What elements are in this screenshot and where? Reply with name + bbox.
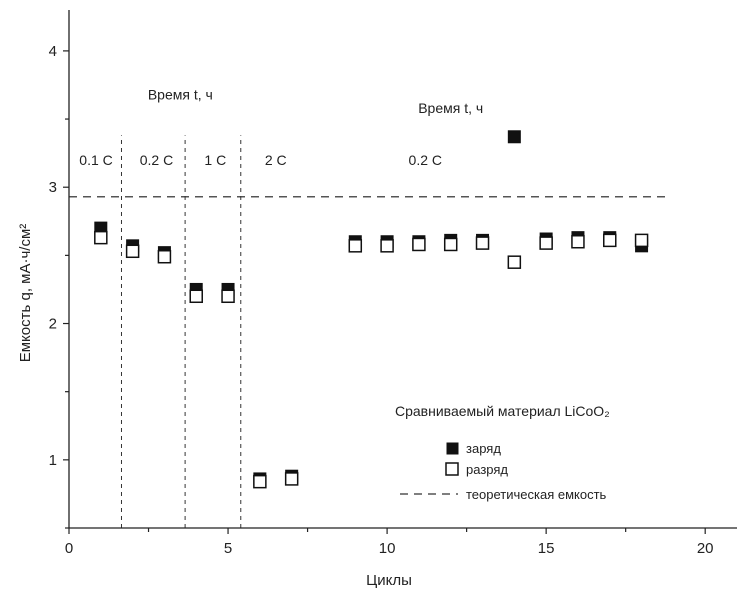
discharge-point: [571, 234, 585, 249]
y-tick-label: 3: [49, 179, 57, 196]
data-points: [94, 130, 649, 489]
legend-title: Сравниваемый материал LiCoO₂: [395, 403, 610, 419]
rate-label: 1 С: [204, 152, 226, 168]
legend-charge-marker: [446, 442, 459, 455]
discharge-point: [603, 233, 617, 248]
rate-dividers: [120, 135, 242, 528]
y-tick-label: 2: [49, 316, 57, 333]
charge-point: [507, 130, 521, 144]
x-axis-title: Циклы: [366, 572, 412, 589]
rate-label: 2 С: [265, 152, 287, 168]
discharge-point: [539, 236, 553, 250]
discharge-point: [443, 237, 458, 252]
rate-label: 0.1 С: [79, 152, 112, 168]
rate-label: 0.2 С: [140, 152, 173, 168]
legend-label-theoretical: теоретическая емкость: [466, 487, 607, 502]
discharge-point: [125, 244, 140, 259]
y-axis-title: Емкость q, мА·ч/см²: [17, 224, 34, 363]
discharge-point: [634, 233, 649, 248]
discharge-point: [380, 239, 394, 253]
y-tick-label: 4: [49, 43, 57, 60]
discharge-point: [284, 472, 299, 486]
legend-label-discharge: разряд: [466, 462, 508, 477]
x-tick-label: 10: [379, 540, 396, 557]
axes: 0 5 10 15 20 1 2 3 4: [49, 10, 737, 557]
time-label: Время t, ч: [148, 87, 213, 103]
y-tick-label: 1: [49, 452, 57, 469]
legend: Сравниваемый материал LiCoO₂ заряд разряд т…: [395, 403, 610, 502]
discharge-point: [253, 474, 267, 489]
x-tick-label: 15: [538, 540, 555, 557]
x-tick-label: 0: [65, 540, 73, 557]
discharge-point: [475, 236, 490, 250]
annotations: 0.1 С 0.2 С 1 С 2 С 0.2 С Время t, ч Время t, …: [79, 87, 483, 168]
rate-label: 0.2 С: [409, 152, 442, 168]
discharge-point: [189, 289, 203, 304]
discharge-point: [348, 239, 363, 253]
legend-label-charge: заряд: [466, 441, 501, 456]
discharge-point: [507, 255, 522, 269]
discharge-point: [221, 289, 235, 304]
discharge-point: [157, 249, 172, 264]
discharge-point: [94, 230, 108, 245]
time-label: Время t, ч: [418, 100, 483, 116]
x-tick-label: 5: [224, 540, 232, 557]
legend-discharge-marker: [445, 462, 459, 476]
x-tick-label: 20: [697, 540, 714, 557]
discharge-point: [412, 237, 426, 252]
